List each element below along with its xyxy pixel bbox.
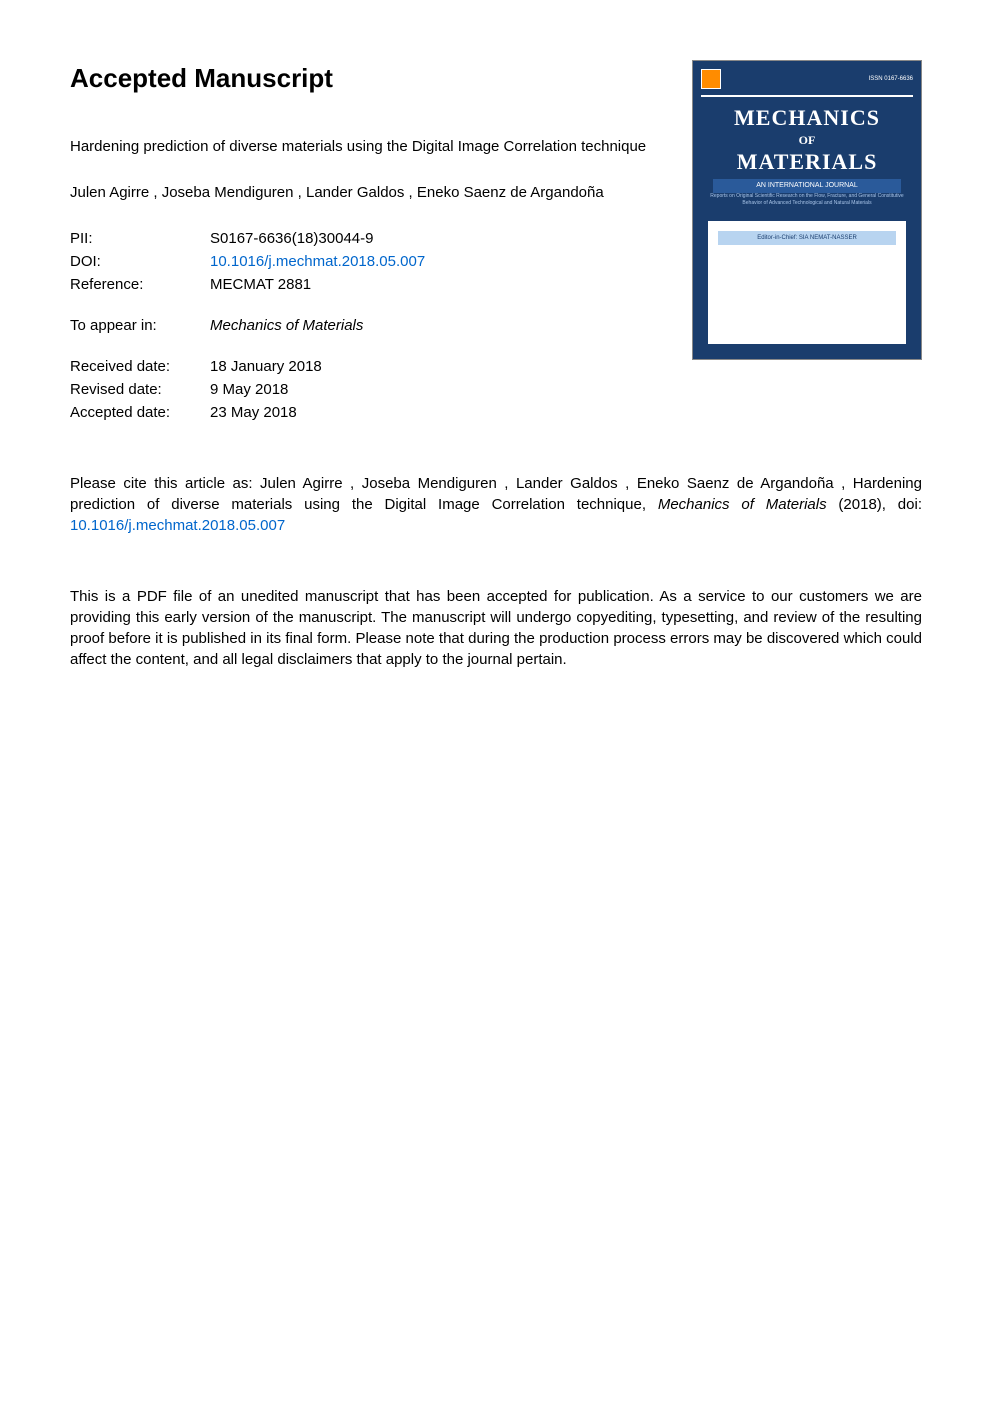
metadata-row-reference: Reference: MECMAT 2881: [70, 274, 662, 295]
article-title: Hardening prediction of diverse material…: [70, 136, 662, 157]
cover-editor: Editor-in-Chief: SIA NEMAT-NASSER: [718, 231, 896, 245]
disclaimer-text: This is a PDF file of an unedited manusc…: [70, 586, 922, 670]
received-label: Received date:: [70, 356, 210, 377]
page-heading: Accepted Manuscript: [70, 60, 662, 96]
metadata-table: PII: S0167-6636(18)30044-9 DOI: 10.1016/…: [70, 228, 662, 295]
metadata-row-doi: DOI: 10.1016/j.mechmat.2018.05.007: [70, 251, 662, 272]
dates-table: Received date: 18 January 2018 Revised d…: [70, 356, 662, 423]
received-value: 18 January 2018: [210, 356, 322, 377]
doi-link[interactable]: 10.1016/j.mechmat.2018.05.007: [210, 251, 425, 272]
cover-subtitle: AN INTERNATIONAL JOURNAL: [713, 179, 901, 193]
citation-journal: Mechanics of Materials: [658, 496, 827, 513]
pii-label: PII:: [70, 228, 210, 249]
journal-cover: ISSN 0167-6636 MECHANICS OF MATERIALS AN…: [692, 60, 922, 360]
revised-label: Revised date:: [70, 379, 210, 400]
appear-table: To appear in: Mechanics of Materials: [70, 315, 662, 336]
appear-label: To appear in:: [70, 315, 210, 336]
pii-value: S0167-6636(18)30044-9: [210, 228, 373, 249]
accepted-label: Accepted date:: [70, 402, 210, 423]
cover-title-line2: MATERIALS: [693, 147, 921, 178]
cover-divider: [701, 95, 913, 97]
reference-value: MECMAT 2881: [210, 274, 311, 295]
elsevier-logo-icon: [701, 69, 721, 89]
cover-topbar: ISSN 0167-6636: [701, 69, 913, 89]
left-column: Accepted Manuscript Hardening prediction…: [70, 60, 692, 443]
citation-year: (2018), doi:: [827, 496, 922, 513]
appear-value: Mechanics of Materials: [210, 315, 363, 336]
doi-label: DOI:: [70, 251, 210, 272]
cover-title: MECHANICS OF MATERIALS: [693, 103, 921, 177]
cover-description: Reports on Original Scientific Research …: [708, 193, 906, 206]
cover-issn: ISSN 0167-6636: [869, 75, 913, 83]
metadata-row-revised: Revised date: 9 May 2018: [70, 379, 662, 400]
citation-section: Please cite this article as: Julen Agirr…: [70, 473, 922, 536]
article-authors: Julen Agirre , Joseba Mendiguren , Lande…: [70, 182, 662, 203]
revised-value: 9 May 2018: [210, 379, 288, 400]
metadata-row-appear: To appear in: Mechanics of Materials: [70, 315, 662, 336]
metadata-row-accepted: Accepted date: 23 May 2018: [70, 402, 662, 423]
reference-label: Reference:: [70, 274, 210, 295]
accepted-value: 23 May 2018: [210, 402, 297, 423]
metadata-row-pii: PII: S0167-6636(18)30044-9: [70, 228, 662, 249]
citation-doi-link[interactable]: 10.1016/j.mechmat.2018.05.007: [70, 517, 285, 534]
cover-title-line1: MECHANICS: [693, 103, 921, 134]
metadata-row-received: Received date: 18 January 2018: [70, 356, 662, 377]
